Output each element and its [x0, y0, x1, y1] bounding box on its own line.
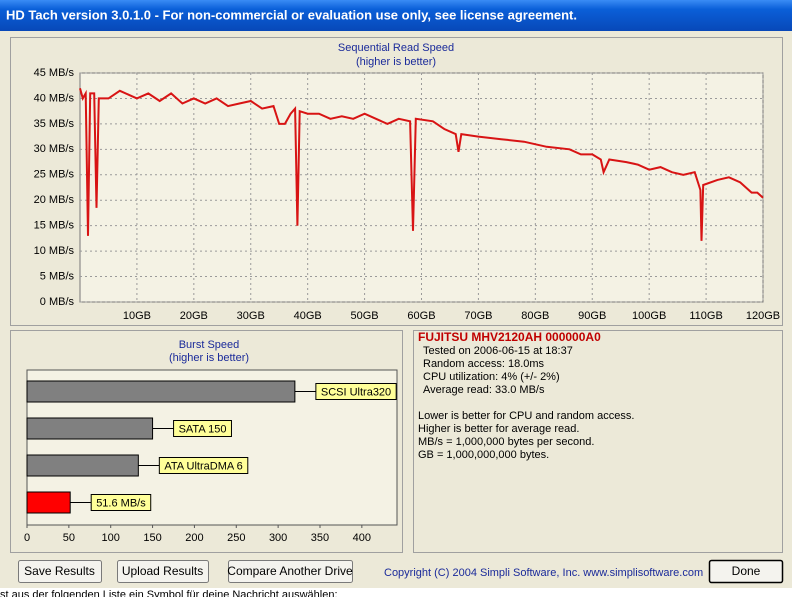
value-label: 51.6 MB/s — [96, 497, 146, 509]
bar-label: SCSI Ultra320 — [321, 386, 391, 398]
y-tick-label: 30 MB/s — [34, 143, 75, 155]
y-tick-label: 10 MB/s — [34, 245, 75, 257]
status-text: st aus der folgenden Liste ein Symbol fü… — [0, 589, 338, 597]
label-box — [90, 494, 152, 511]
info-panel — [413, 330, 783, 553]
chart-subtitle: (higher is better) — [356, 56, 436, 68]
info-note: GB = 1,000,000,000 bytes. — [418, 449, 549, 461]
button-frame — [228, 560, 353, 583]
window-title: HD Tach version 3.0.1.0 - For non-commer… — [6, 7, 577, 22]
x-tick-label: 40GB — [294, 310, 322, 322]
x-tick-label: 30GB — [237, 310, 265, 322]
bar — [26, 417, 154, 440]
read-line — [79, 88, 764, 241]
info-line: Random access: 18.0ms — [423, 358, 545, 370]
chart-title: Sequential Read Speed — [338, 42, 454, 54]
x-tick-label: 200 — [185, 532, 203, 544]
y-tick-label: 20 MB/s — [34, 194, 75, 206]
bar — [26, 380, 296, 403]
button-label: Done — [732, 564, 761, 578]
x-tick-label: 250 — [227, 532, 245, 544]
x-tick-label: 20GB — [180, 310, 208, 322]
label-box — [315, 383, 397, 400]
button-label: Upload Results — [122, 564, 203, 578]
x-tick-label: 60GB — [407, 310, 435, 322]
chart-title: Burst Speed — [179, 339, 240, 351]
y-tick-label: 5 MB/s — [40, 270, 75, 282]
x-tick-label: 70GB — [464, 310, 492, 322]
button-frame — [18, 560, 102, 583]
x-tick-label: 0 — [24, 532, 30, 544]
x-tick-label: 50 — [63, 532, 75, 544]
info-line: Average read: 33.0 MB/s — [423, 384, 545, 396]
label-box — [173, 420, 232, 437]
x-tick-label: 10GB — [123, 310, 151, 322]
x-tick-label: 120GB — [746, 310, 780, 322]
title-bar — [0, 0, 792, 31]
read-plot — [79, 72, 764, 303]
button-frame — [708, 559, 784, 584]
x-tick-label: 150 — [143, 532, 161, 544]
bar — [26, 454, 139, 477]
y-tick-label: 45 MB/s — [34, 67, 75, 79]
button[interactable]: Compare Another Drive — [227, 560, 353, 583]
info-note: MB/s = 1,000,000 bytes per second. — [418, 436, 594, 448]
bar-label: SATA 150 — [179, 423, 227, 435]
x-tick-label: 90GB — [578, 310, 606, 322]
bar-label: ATA UltraDMA 6 — [164, 460, 242, 472]
x-tick-label: 300 — [269, 532, 287, 544]
info-line: CPU utilization: 4% (+/- 2%) — [423, 371, 560, 383]
x-tick-label: 80GB — [521, 310, 549, 322]
y-tick-label: 25 MB/s — [34, 169, 75, 181]
done-button[interactable]: Done — [708, 559, 784, 584]
button[interactable]: Save Results — [18, 560, 102, 583]
x-tick-label: 350 — [311, 532, 329, 544]
button-label: Compare Another Drive — [227, 564, 353, 578]
status-strip — [0, 588, 792, 597]
x-tick-label: 110GB — [689, 310, 722, 322]
button-label: Save Results — [24, 564, 95, 578]
info-note: Higher is better for average read. — [418, 423, 579, 435]
label-box — [158, 457, 249, 474]
y-tick-label: 40 MB/s — [34, 92, 75, 104]
button-frame — [117, 560, 209, 583]
y-tick-label: 0 MB/s — [40, 296, 75, 308]
info-note: Lower is better for CPU and random acces… — [418, 410, 634, 422]
y-tick-label: 35 MB/s — [34, 118, 75, 130]
y-tick-label: 15 MB/s — [34, 220, 75, 232]
x-tick-label: 50GB — [351, 310, 379, 322]
x-tick-label: 100GB — [632, 310, 666, 322]
x-tick-label: 400 — [353, 532, 371, 544]
button[interactable]: Upload Results — [117, 560, 209, 583]
x-tick-label: 100 — [102, 532, 120, 544]
copyright: Copyright (C) 2004 Simpli Software, Inc.… — [384, 567, 703, 579]
info-line: Tested on 2006-06-15 at 18:37 — [423, 345, 573, 357]
bar — [26, 491, 71, 514]
drive-name: FUJITSU MHV2120AH 000000A0 — [418, 330, 601, 344]
chart-subtitle: (higher is better) — [169, 352, 249, 364]
